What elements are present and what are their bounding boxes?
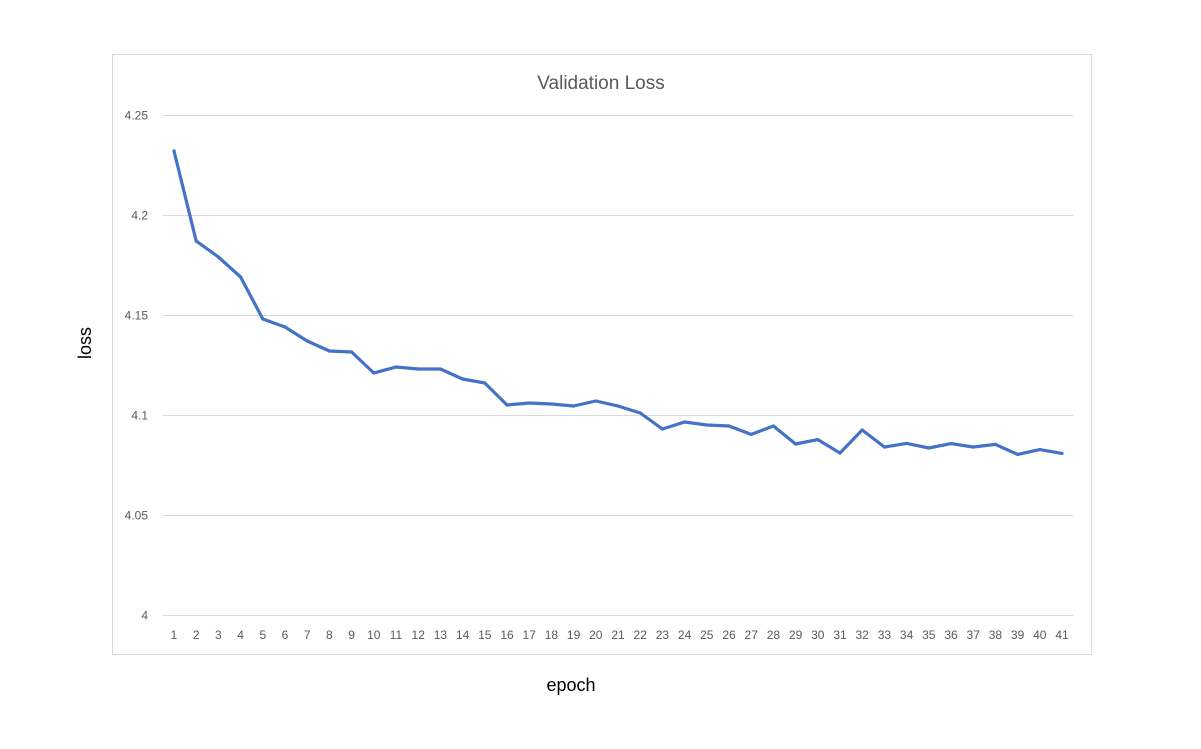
x-tick-label: 12 [412,628,426,642]
data-point [305,339,309,343]
data-point [771,424,776,428]
x-axis-ticks: 1 2 3 4 5 6 7 8 9 10 11 12 13 14 15 16 17 18 19 20 21 22 23 24 2… [171,628,1069,642]
data-point [749,432,753,436]
data-point [239,275,243,279]
x-tick-label: 21 [611,628,625,642]
y-tick-label: 4.1 [131,409,148,423]
x-tick-label: 9 [348,628,355,642]
chart-area [112,54,1092,655]
data-point [838,451,842,455]
x-tick-label: 32 [856,628,870,642]
x-tick-label: 18 [545,628,559,642]
x-tick-label: 4 [237,628,244,642]
x-tick-label: 19 [567,628,581,642]
data-point [660,427,665,431]
x-tick-label: 37 [967,628,981,642]
data-point [727,424,731,428]
x-tick-label: 8 [326,628,333,642]
x-tick-label: 29 [789,628,803,642]
data-point [860,428,864,432]
data-point [283,325,287,329]
x-tick-label: 22 [634,628,648,642]
data-point [882,445,887,449]
data-point [971,445,975,449]
data-point [261,317,265,321]
x-tick-label: 7 [304,628,311,642]
data-point [594,399,598,403]
y-tick-label: 4.15 [125,309,149,323]
data-point [505,403,509,407]
data-point [172,149,176,153]
x-tick-label: 31 [833,628,847,642]
data-point [949,442,953,446]
data-point [1060,451,1064,455]
x-tick-label: 26 [722,628,736,642]
data-point [327,349,331,353]
series-group [172,149,1064,456]
gridlines [163,115,1073,616]
x-axis-label: epoch [546,675,595,695]
y-axis-label: loss [75,327,95,359]
x-tick-label: 38 [989,628,1003,642]
x-tick-label: 36 [944,628,958,642]
x-tick-label: 25 [700,628,714,642]
x-tick-label: 33 [878,628,892,642]
data-point [705,423,709,427]
x-tick-label: 10 [367,628,381,642]
x-tick-label: 1 [171,628,178,642]
y-axis-ticks: 4 4.05 4.1 4.15 4.2 4.25 [125,109,149,623]
data-point [483,381,487,385]
y-tick-label: 4 [141,609,148,623]
x-tick-label: 35 [922,628,936,642]
x-tick-label: 30 [811,628,825,642]
x-tick-label: 11 [390,628,403,642]
data-point [549,402,554,406]
x-tick-label: 40 [1033,628,1047,642]
x-tick-label: 16 [500,628,514,642]
data-point [638,411,642,415]
x-tick-label: 14 [456,628,470,642]
y-tick-label: 4.05 [125,509,149,523]
x-tick-label: 39 [1011,628,1025,642]
x-tick-label: 3 [215,628,222,642]
data-point [683,420,687,424]
x-tick-label: 41 [1055,628,1069,642]
x-tick-label: 20 [589,628,603,642]
data-point [993,442,998,446]
data-point [927,446,931,450]
chart-title: Validation Loss [537,73,664,94]
data-point [216,255,220,259]
x-tick-label: 15 [478,628,492,642]
data-point [572,404,576,408]
x-tick-label: 23 [656,628,670,642]
x-tick-label: 28 [767,628,781,642]
data-point [794,442,798,446]
data-point [1016,452,1020,456]
x-tick-label: 24 [678,628,692,642]
data-point [194,239,198,243]
data-point [461,377,465,381]
y-tick-label: 4.25 [125,109,149,123]
data-point [350,350,354,354]
data-point [394,365,398,369]
data-point [416,367,420,371]
x-tick-label: 13 [434,628,448,642]
data-point [438,367,442,371]
x-tick-label: 34 [900,628,914,642]
x-tick-label: 6 [282,628,289,642]
data-point [1038,448,1042,452]
data-point [372,371,376,375]
y-tick-label: 4.2 [131,209,148,223]
data-point [527,401,531,405]
x-tick-label: 2 [193,628,200,642]
x-tick-label: 17 [523,628,537,642]
x-tick-label: 27 [745,628,759,642]
data-point [816,438,820,442]
x-tick-label: 5 [259,628,266,642]
data-point [616,404,620,408]
data-point [905,441,909,445]
